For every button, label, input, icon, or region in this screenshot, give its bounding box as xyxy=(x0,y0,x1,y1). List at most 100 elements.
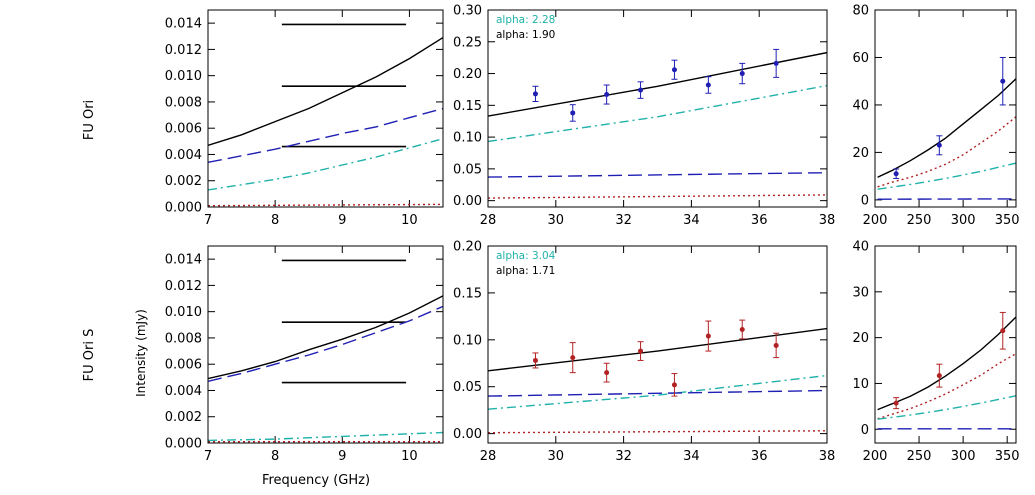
y-tick-label: 0.20 xyxy=(453,240,482,255)
alpha-annotation: alpha: 1.90 xyxy=(496,29,555,41)
x-tick-label: 10 xyxy=(401,213,418,228)
y-tick-label: 0.15 xyxy=(453,99,482,114)
y-tick-label: 0.014 xyxy=(165,17,202,32)
x-tick-label: 30 xyxy=(548,213,565,228)
y-tick-label: 0.010 xyxy=(165,305,202,320)
panels: 7 8 9 100.0000.0020.0040.0060.0080.0100.012… xyxy=(165,4,1020,465)
x-tick-label: 28 xyxy=(480,449,497,464)
x-tick-label: 36 xyxy=(751,449,768,464)
y-tick-label: 0.008 xyxy=(165,331,202,346)
y-tick-label: 0.008 xyxy=(165,95,202,110)
y-tick-label: 0.00 xyxy=(453,427,482,442)
series-free-free xyxy=(208,305,443,382)
y-axis-label: Intensity (mJy) xyxy=(134,309,148,397)
y-tick-label: 0.25 xyxy=(453,35,482,50)
x-tick-label: 38 xyxy=(819,449,836,464)
panel-plot-area xyxy=(208,23,443,207)
data-point xyxy=(773,342,779,348)
x-tick-label: 34 xyxy=(683,213,700,228)
data-point xyxy=(532,91,538,97)
panel-plot-area xyxy=(877,56,1016,200)
series-total xyxy=(208,295,443,380)
y-tick-label: 0.05 xyxy=(453,380,482,395)
y-tick-label: 20 xyxy=(852,146,869,161)
x-tick-label: 300 xyxy=(951,449,976,464)
data-point xyxy=(570,355,576,361)
x-tick-label: 200 xyxy=(863,449,888,464)
series-other xyxy=(877,353,1016,420)
x-tick-label: 32 xyxy=(615,213,632,228)
data-point xyxy=(1000,328,1006,334)
y-tick-label: 0.10 xyxy=(453,333,482,348)
x-tick-label: 38 xyxy=(819,213,836,228)
series-other xyxy=(488,430,827,434)
y-tick-label: 10 xyxy=(852,377,869,392)
y-tick-label: 0.05 xyxy=(453,162,482,177)
y-tick-label: 60 xyxy=(852,51,869,66)
y-tick-label: 20 xyxy=(852,331,869,346)
series-total xyxy=(488,327,827,372)
panel-2: 200 250 300 350 0 20 40 60 80 xyxy=(852,4,1019,229)
x-tick-label: 300 xyxy=(951,213,976,228)
y-tick-label: 0.15 xyxy=(453,286,482,301)
series-other xyxy=(208,203,443,207)
series-total xyxy=(877,78,1016,178)
data-point xyxy=(638,348,644,354)
data-point xyxy=(671,382,677,388)
y-tick-label: 0.004 xyxy=(165,148,202,163)
x-tick-label: 32 xyxy=(615,449,632,464)
y-tick-label: 40 xyxy=(852,98,869,113)
data-point xyxy=(604,370,610,376)
data-point xyxy=(936,373,942,379)
y-tick-label: 0 xyxy=(861,423,869,438)
series-free-free xyxy=(208,107,443,163)
panel-frame xyxy=(207,245,444,444)
data-point xyxy=(739,326,745,332)
x-tick-label: 8 xyxy=(271,449,279,464)
x-axis-label: Frequency (GHz) xyxy=(262,473,370,488)
data-point xyxy=(936,142,942,148)
x-tick-label: 28 xyxy=(480,213,497,228)
panel-3: 7 8 9 10 0.000 0.002 0.004 0.006 0.008 0.010 0.012… xyxy=(165,245,444,464)
row-label-fu-ori-s: FU Ori S xyxy=(82,329,97,382)
y-tick-label: 40 xyxy=(852,240,869,255)
panel-frame xyxy=(207,9,444,208)
x-tick-label: 9 xyxy=(338,213,346,228)
panel-frame xyxy=(874,9,1017,208)
series-total xyxy=(488,51,827,117)
panel-frame xyxy=(487,245,828,444)
series-total xyxy=(877,316,1016,411)
y-tick-label: 0 xyxy=(861,193,869,208)
series-dust xyxy=(488,374,827,410)
y-tick-label: 0.000 xyxy=(165,437,202,452)
y-tick-label: 0.30 xyxy=(453,4,482,19)
series-other xyxy=(877,116,1016,188)
panel-0: 7 8 9 10 0.000 0.002 0.004 0.006 0.008 0.010 0.012… xyxy=(165,9,444,228)
y-tick-label: 0.012 xyxy=(165,43,202,58)
y-tick-label: 0.012 xyxy=(165,279,202,294)
y-tick-label: 0.10 xyxy=(453,131,482,146)
data-point xyxy=(570,110,576,116)
y-tick-label: 0.004 xyxy=(165,384,202,399)
x-tick-label: 9 xyxy=(338,449,346,464)
data-point xyxy=(739,71,745,77)
series-dust xyxy=(877,162,1016,190)
series-total xyxy=(208,37,443,146)
y-tick-label: 80 xyxy=(852,4,869,19)
y-tick-label: 0.014 xyxy=(165,253,202,268)
series-dust xyxy=(208,431,443,442)
panel-frame xyxy=(487,9,828,208)
x-tick-label: 36 xyxy=(751,213,768,228)
alpha-annotation: alpha: 1.71 xyxy=(496,265,555,277)
panel-1: 28 30 32 34 36 38 0.00 0.05 0.10 0.15 0.20 0.25 0.30… xyxy=(453,4,835,229)
series-free-free xyxy=(488,172,827,178)
x-tick-label: 34 xyxy=(683,449,700,464)
data-point xyxy=(1000,78,1006,84)
y-tick-label: 0.002 xyxy=(165,410,202,425)
panel-plot-area xyxy=(877,311,1016,430)
x-tick-label: 7 xyxy=(204,449,212,464)
data-point xyxy=(705,333,711,339)
x-tick-label: 8 xyxy=(271,213,279,228)
y-tick-label: 0.002 xyxy=(165,174,202,189)
